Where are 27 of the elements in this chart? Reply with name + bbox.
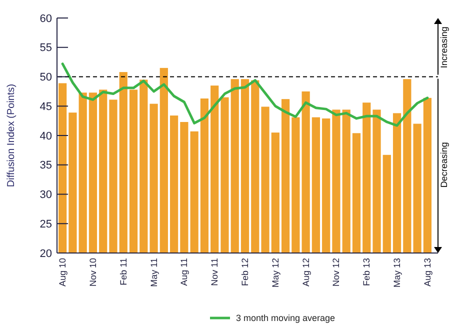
x-tick-label: Aug 12 [300,258,311,287]
y-tick-label: 50 [40,72,52,84]
text: Decreasing [439,142,449,188]
x-tick-label: Aug 13 [422,258,432,287]
y-tick-label: 60 [40,12,52,25]
y-tick-label: 30 [40,189,52,202]
y-tick-label: 45 [40,100,52,113]
x-tick-label: Aug 11 [179,258,190,286]
y-tick-label: 40 [40,130,52,142]
line-series [61,62,429,127]
x-tick-label: Nov 12 [331,258,342,287]
x-tick-label: May 11 [148,258,159,287]
x-tick-label: Aug 10 [58,258,68,287]
y-tick-label: 35 [40,160,52,172]
text: Increasing [439,26,449,68]
x-tick-label: Feb 13 [362,258,372,286]
x-tick-label: Nov 11 [210,258,220,286]
legend-label: 3 month moving average [236,313,336,324]
y-tick-label: 55 [40,42,52,54]
y-tick-label: 25 [40,218,52,230]
x-tick-label: May 12 [270,258,280,288]
x-tick-label: Nov 10 [88,258,98,287]
x-tick-label: Feb 12 [240,258,250,286]
x-tick-label: Feb 11 [118,258,128,286]
x-tick-label: May 13 [392,258,402,288]
y-tick-label: 20 [40,248,52,260]
y-axis-title: Diffusion Index (Points) [6,84,17,188]
